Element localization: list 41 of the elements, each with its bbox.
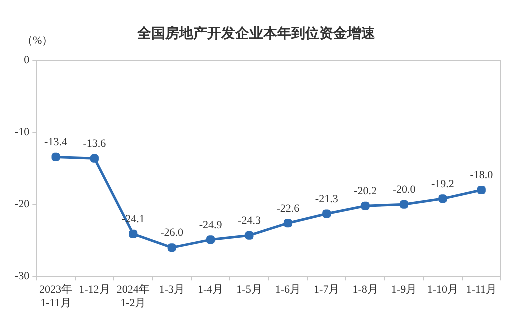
- point: [168, 244, 176, 252]
- point: [438, 194, 448, 204]
- x-tick-label: 1-12月: [79, 284, 110, 296]
- y-tick-label: -10: [14, 126, 30, 139]
- point: [477, 186, 486, 195]
- point: [52, 152, 60, 162]
- x-tick-label: 1-7月: [314, 284, 340, 296]
- data-label: -22.6: [276, 202, 300, 215]
- x-tick-label: 2023年 1-11月: [40, 284, 73, 310]
- y-tick-label: -20: [14, 198, 30, 211]
- y-tick-label: -30: [14, 270, 30, 282]
- x-tick-label: 1-5月: [236, 284, 262, 296]
- data-label: -20.2: [354, 185, 378, 198]
- x-tick-label: 1-11月: [466, 284, 498, 296]
- point: [284, 219, 292, 228]
- data-label: -24.9: [199, 219, 223, 232]
- data-label: -13.6: [83, 138, 107, 150]
- x-tick-label: 1-9月: [391, 284, 418, 296]
- chart-title: 全国房地产开发企业本年到位资金增速: [136, 25, 376, 42]
- point: [206, 236, 216, 244]
- data-label: -18.0: [470, 170, 494, 182]
- point: [90, 154, 99, 163]
- data-label: -26.0: [160, 227, 184, 240]
- data-label: -20.0: [392, 184, 416, 196]
- point: [129, 230, 138, 238]
- x-tick-label: 1-6月: [275, 284, 302, 296]
- x-tick-label: 1-3月: [159, 284, 185, 296]
- point: [322, 210, 332, 218]
- x-tick-label: 1-10月: [427, 284, 459, 296]
- data-label: -21.3: [315, 193, 339, 206]
- x-tick-label: 1-8月: [352, 284, 378, 296]
- point: [400, 200, 409, 209]
- y-tick-label: 0: [24, 54, 30, 67]
- y-axis-title: （%）: [22, 35, 54, 48]
- x-tick-label: 1-4月: [198, 284, 224, 296]
- data-label: -13.4: [44, 136, 68, 149]
- x-tick-label: 2024年 1-2月: [116, 284, 150, 310]
- data-label: -24.3: [238, 214, 262, 227]
- data-label: -19.2: [431, 178, 454, 190]
- point: [361, 202, 370, 210]
- point: [245, 231, 254, 240]
